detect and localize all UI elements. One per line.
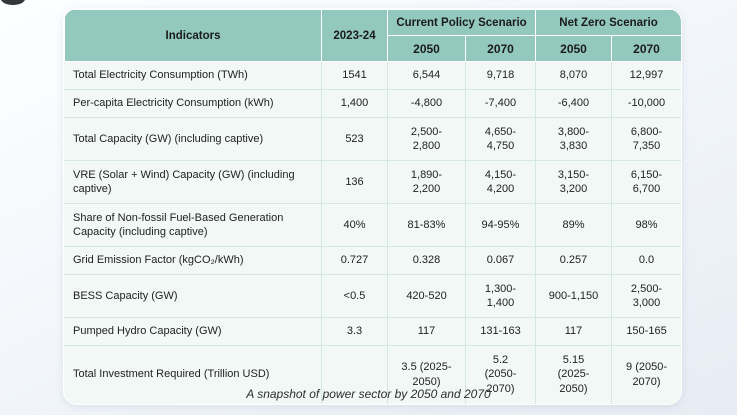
table-cell: 2,500-3,000 xyxy=(610,274,681,318)
table-cell: -7,400 xyxy=(465,89,536,118)
table-row: Per-capita Electricity Consumption (kWh)… xyxy=(64,89,681,118)
table-cell: 1,890-2,200 xyxy=(387,160,466,204)
table-row: Pumped Hydro Capacity (GW) 3.3 117 131-1… xyxy=(64,317,681,346)
indicator-label: Pumped Hydro Capacity (GW) xyxy=(64,317,322,346)
column-header-indicators: Indicators xyxy=(64,9,322,62)
indicator-label: BESS Capacity (GW) xyxy=(64,274,322,318)
indicator-label: Total Investment Required (Trillion USD) xyxy=(64,345,322,404)
indicator-label: Per-capita Electricity Consumption (kWh) xyxy=(64,89,322,118)
table-cell: 420-520 xyxy=(387,274,466,318)
cropped-logo-mark xyxy=(1,0,25,5)
table-row: VRE (Solar + Wind) Capacity (GW) (includ… xyxy=(64,160,681,204)
table-cell: 136 xyxy=(321,160,388,204)
group-header-current-policy: Current Policy Scenario xyxy=(387,9,536,36)
table-cell: 150-165 xyxy=(610,317,681,346)
table-cell: 0.0 xyxy=(610,246,681,275)
indicator-label: Grid Emission Factor (kgCO₂/kWh) xyxy=(64,246,322,275)
table-cell: 6,150-6,700 xyxy=(610,160,681,204)
table-cell: 117 xyxy=(535,317,612,346)
table-cell: 12,997 xyxy=(610,61,681,90)
table-cell: 5.2 (2050-2070) xyxy=(465,345,536,404)
table-cell: 4,150-4,200 xyxy=(465,160,536,204)
table-cell: 9 (2050-2070) xyxy=(610,345,681,404)
table-cell: 1541 xyxy=(321,61,388,90)
table-row: Grid Emission Factor (kgCO₂/kWh) 0.727 0… xyxy=(64,246,681,275)
table-cell: 3.5 (2025-2050) xyxy=(387,345,466,404)
header-row-groups: Indicators 2023-24 Current Policy Scenar… xyxy=(64,9,681,62)
table-row: Total Capacity (GW) (including captive) … xyxy=(64,117,681,161)
table-cell: 0.257 xyxy=(535,246,612,275)
table-cell: 1,400 xyxy=(321,89,388,118)
table-cell: 900-1,150 xyxy=(535,274,612,318)
table-cell: 40% xyxy=(321,203,388,247)
table-cell: -10,000 xyxy=(610,89,681,118)
column-header-cps-2050: 2050 xyxy=(387,35,466,62)
table-cell xyxy=(321,345,388,404)
table-cell: 98% xyxy=(610,203,681,247)
table-cell: 3,150-3,200 xyxy=(535,160,612,204)
table-cell: 6,800-7,350 xyxy=(610,117,681,161)
table-cell: 523 xyxy=(321,117,388,161)
table-cell: 131-163 xyxy=(465,317,536,346)
table-cell: 1,300-1,400 xyxy=(465,274,536,318)
table-row: Total Investment Required (Trillion USD)… xyxy=(64,345,681,404)
table-row: BESS Capacity (GW) <0.5 420-520 1,300-1,… xyxy=(64,274,681,318)
column-header-baseline: 2023-24 xyxy=(321,9,388,62)
column-header-nz-2050: 2050 xyxy=(535,35,612,62)
table-cell: 0.328 xyxy=(387,246,466,275)
power-sector-table-card: Indicators 2023-24 Current Policy Scenar… xyxy=(63,8,682,405)
table-cell: 4,650-4,750 xyxy=(465,117,536,161)
table-cell: 0.727 xyxy=(321,246,388,275)
table-cell: 2,500-2,800 xyxy=(387,117,466,161)
table-cell: 117 xyxy=(387,317,466,346)
table-cell: 9,718 xyxy=(465,61,536,90)
table-caption: A snapshot of power sector by 2050 and 2… xyxy=(246,387,491,401)
table-cell: 3,800-3,830 xyxy=(535,117,612,161)
indicator-label: VRE (Solar + Wind) Capacity (GW) (includ… xyxy=(64,160,322,204)
table-cell: -6,400 xyxy=(535,89,612,118)
indicator-label: Total Electricity Consumption (TWh) xyxy=(64,61,322,90)
table-cell: 5.15 (2025-2050) xyxy=(535,345,612,404)
power-sector-table: Indicators 2023-24 Current Policy Scenar… xyxy=(64,9,681,404)
table-cell: 89% xyxy=(535,203,612,247)
table-cell: 81-83% xyxy=(387,203,466,247)
column-header-cps-2070: 2070 xyxy=(465,35,536,62)
table-cell: -4,800 xyxy=(387,89,466,118)
table-cell: 8,070 xyxy=(535,61,612,90)
table-row: Total Electricity Consumption (TWh) 1541… xyxy=(64,61,681,90)
group-header-net-zero: Net Zero Scenario xyxy=(534,9,681,36)
table-cell: <0.5 xyxy=(321,274,388,318)
table-cell: 0.067 xyxy=(465,246,536,275)
table-cell: 6,544 xyxy=(387,61,466,90)
column-header-nz-2070: 2070 xyxy=(610,35,681,62)
indicator-label: Total Capacity (GW) (including captive) xyxy=(64,117,322,161)
header-row-years: 2050 2070 2050 2070 xyxy=(65,35,681,62)
table-cell: 94-95% xyxy=(465,203,536,247)
table-cell: 3.3 xyxy=(321,317,388,346)
table-row: Share of Non-fossil Fuel-Based Generatio… xyxy=(64,203,681,247)
indicator-label: Share of Non-fossil Fuel-Based Generatio… xyxy=(64,203,322,247)
